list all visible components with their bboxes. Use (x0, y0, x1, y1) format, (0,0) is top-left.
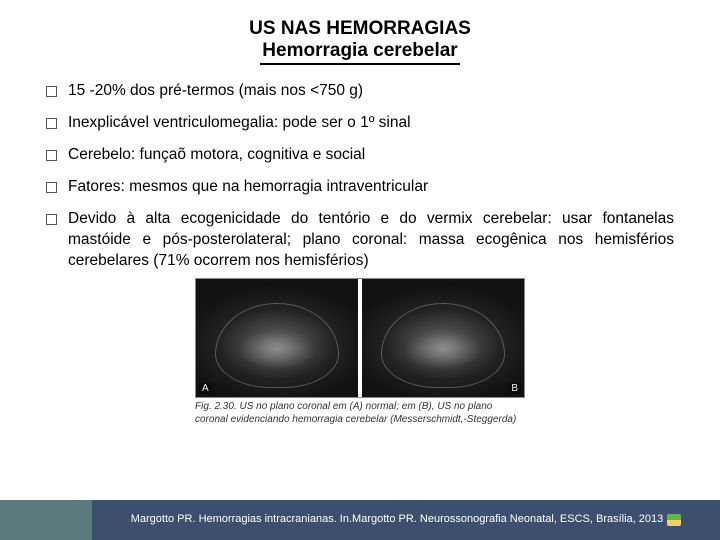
title-block: US NAS HEMORRAGIAS Hemorragia cerebelar (40, 18, 680, 65)
title-line-2: Hemorragia cerebelar (260, 40, 459, 65)
figure: A B Fig. 2.30. US no plano coronal em (A… (195, 278, 525, 426)
figure-panel-b: B (362, 279, 524, 397)
title-line-1: US NAS HEMORRAGIAS (40, 18, 680, 40)
figure-area: A B Fig. 2.30. US no plano coronal em (A… (40, 278, 680, 427)
bullet-list: 15 -20% dos pré-termos (mais nos <750 g)… (40, 81, 680, 271)
slide: US NAS HEMORRAGIAS Hemorragia cerebelar … (0, 0, 720, 540)
footer-bar: Margotto PR. Hemorragias intracranianas.… (92, 500, 720, 540)
footer: Margotto PR. Hemorragias intracranianas.… (0, 500, 720, 540)
flag-icon (667, 514, 681, 526)
bullet-item: 15 -20% dos pré-termos (mais nos <750 g) (46, 81, 674, 102)
bullet-item: Fatores: mesmos que na hemorragia intrav… (46, 177, 674, 198)
footer-citation: Margotto PR. Hemorragias intracranianas.… (131, 513, 664, 527)
panel-b-label: B (508, 383, 521, 394)
panel-a-label: A (199, 383, 212, 394)
bullet-item: Cerebelo: funçaõ motora, cognitiva e soc… (46, 145, 674, 166)
footer-accent (0, 500, 92, 540)
figure-panels: A B (195, 278, 525, 398)
bullet-item: Inexplicável ventriculomegalia: pode ser… (46, 113, 674, 134)
bullet-item: Devido à alta ecogenicidade do tentório … (46, 209, 674, 272)
figure-caption: Fig. 2.30. US no plano coronal em (A) no… (195, 401, 525, 426)
figure-panel-a: A (196, 279, 358, 397)
